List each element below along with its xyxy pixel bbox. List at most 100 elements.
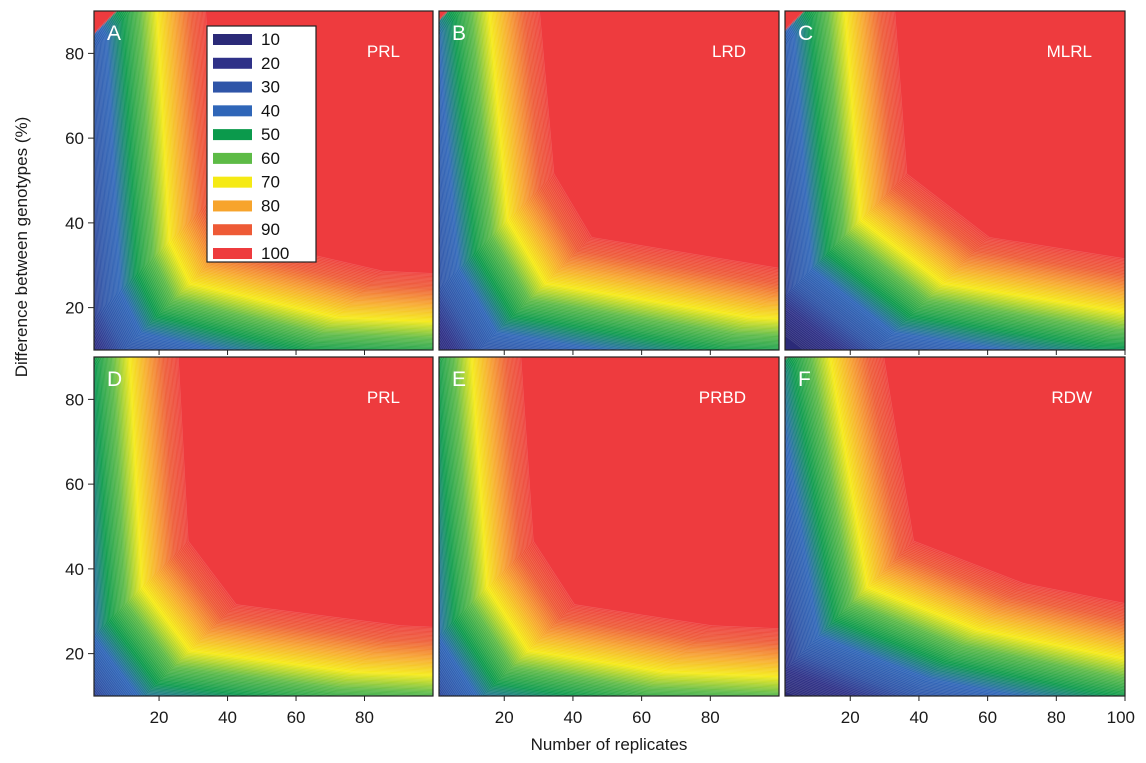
legend-entry: 30	[213, 78, 280, 97]
legend-swatch	[213, 176, 252, 188]
heatmap-field	[439, 11, 779, 350]
contour-band	[439, 343, 443, 350]
y-tick-label: 80	[65, 44, 84, 63]
legend-label: 20	[261, 54, 280, 73]
legend-swatch	[213, 81, 252, 93]
contour-band	[785, 357, 1125, 696]
panel-frame	[784, 356, 1126, 697]
panels: A PRL B LRD C MLRL D PRL E PRBD F RDW	[93, 10, 1126, 697]
y-tick-label: 20	[65, 299, 84, 318]
y-tick-label: 40	[65, 560, 84, 579]
heatmap-field	[785, 11, 1125, 350]
y-axis-title: Difference between genotypes (%)	[12, 117, 31, 378]
legend-entry: 70	[213, 173, 280, 192]
y-tick-label: 60	[65, 475, 84, 494]
panel-letter: B	[452, 22, 466, 45]
panel-trait-label: PRL	[367, 42, 400, 61]
legend-entry: 60	[213, 149, 280, 168]
legend-label: 40	[261, 101, 280, 120]
contour-band	[94, 150, 123, 350]
panel-frame	[438, 356, 780, 697]
contour-band	[94, 197, 120, 350]
x-tick-label: 80	[355, 708, 374, 727]
panel-d: D PRL	[93, 356, 434, 697]
contour-band	[94, 101, 134, 350]
panel-trait-label: LRD	[712, 42, 746, 61]
contour-band	[439, 160, 537, 350]
x-tick-label: 20	[495, 708, 514, 727]
panel-letter: E	[452, 368, 466, 391]
legend-label: 70	[261, 173, 280, 192]
contour-band	[785, 334, 805, 350]
panel-trait-label: PRBD	[699, 388, 746, 407]
y-tick-label: 40	[65, 214, 84, 233]
contour-band	[439, 504, 524, 696]
y-tick-label: 80	[65, 390, 84, 409]
legend-label: 30	[261, 78, 280, 97]
legend-swatch	[213, 200, 252, 212]
legend-label: 80	[261, 196, 280, 215]
y-tick-label: 60	[65, 129, 84, 148]
x-tick-label: 20	[150, 708, 169, 727]
x-tick-label: 80	[701, 708, 720, 727]
x-tick-label: 80	[1047, 708, 1066, 727]
y-axes: 20 40 60 80 20 40 60 80	[65, 44, 94, 664]
x-tick-label: 60	[978, 708, 997, 727]
x-tick-label: 40	[563, 708, 582, 727]
contour-band	[94, 690, 98, 696]
panel-frame	[93, 10, 434, 351]
contour-band	[94, 357, 433, 696]
x-tick-label: 100	[1107, 708, 1135, 727]
legend-entry: 80	[213, 196, 280, 215]
x-tick-label: 60	[632, 708, 651, 727]
panel-trait-label: PRL	[367, 388, 400, 407]
heatmap-field	[439, 357, 779, 696]
panel-letter: F	[798, 368, 811, 391]
y-tick-label: 20	[65, 645, 84, 664]
contour-band	[439, 11, 779, 350]
legend-swatch	[213, 224, 252, 236]
panel-e: E PRBD	[438, 356, 780, 697]
x-axis-title: Number of replicates	[531, 735, 688, 754]
panel-frame	[438, 10, 780, 351]
panel-letter: A	[107, 22, 121, 45]
x-tick-label: 60	[287, 708, 306, 727]
legend-entry: 100	[213, 244, 289, 263]
panel-c: C MLRL	[784, 10, 1126, 351]
legend: 10 20 30 40 50 60 70 80 90 100	[206, 25, 317, 263]
legend-entry: 90	[213, 220, 280, 239]
panel-frame	[784, 10, 1126, 351]
legend-swatch	[213, 105, 252, 117]
panel-f: F RDW	[784, 356, 1126, 697]
contour-band	[94, 11, 433, 350]
legend-label: 90	[261, 220, 280, 239]
legend-label: 50	[261, 125, 280, 144]
legend-swatch	[213, 152, 252, 164]
contour-band	[439, 689, 444, 696]
panel-letter: D	[107, 368, 122, 391]
x-axes: 20 40 60 80 20 40 60 80 20 40 60 80 100	[150, 350, 1135, 727]
panel-b: B LRD	[438, 10, 780, 351]
panel-a: A PRL	[93, 10, 434, 351]
heatmap-field	[94, 357, 433, 696]
contour-band	[94, 343, 98, 350]
panel-trait-label: RDW	[1051, 388, 1092, 407]
x-tick-label: 20	[841, 708, 860, 727]
legend-label: 60	[261, 149, 280, 168]
heatmap-field	[785, 357, 1125, 696]
contour-band	[439, 357, 779, 696]
x-tick-label: 40	[218, 708, 237, 727]
legend-swatch	[213, 129, 252, 141]
x-tick-label: 40	[909, 708, 928, 727]
legend-entry: 10	[213, 30, 280, 49]
panel-frame	[93, 356, 434, 697]
contour-band	[785, 133, 892, 350]
contour-band	[94, 174, 121, 350]
legend-entry: 50	[213, 125, 280, 144]
legend-entry: 40	[213, 101, 280, 120]
contour-band	[785, 11, 1125, 350]
legend-label: 10	[261, 30, 280, 49]
legend-entry: 20	[213, 54, 280, 73]
panel-letter: C	[798, 22, 813, 45]
